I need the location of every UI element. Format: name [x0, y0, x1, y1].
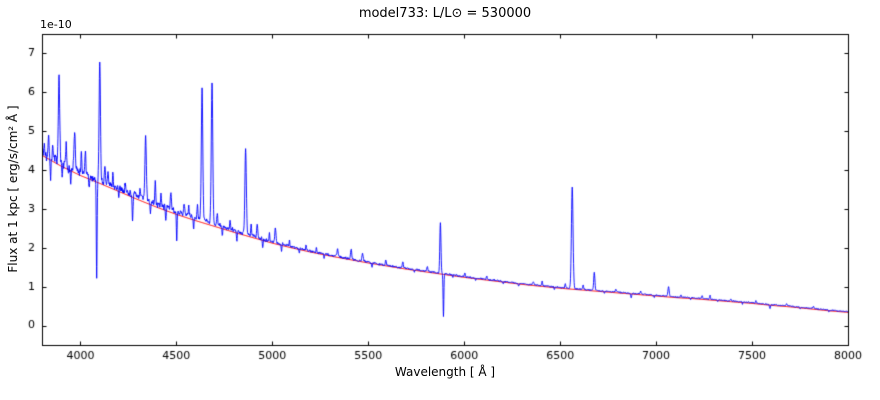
chart-title: model733: L/L⊙ = 530000: [358, 6, 532, 21]
y-axis-label: Flux at 1 kpc [ erg/s/cm² Å ]: [6, 105, 20, 273]
y-axis-scale-label: 1e-10: [40, 18, 72, 31]
x-axis-label: Wavelength [ Å ]: [394, 365, 496, 379]
